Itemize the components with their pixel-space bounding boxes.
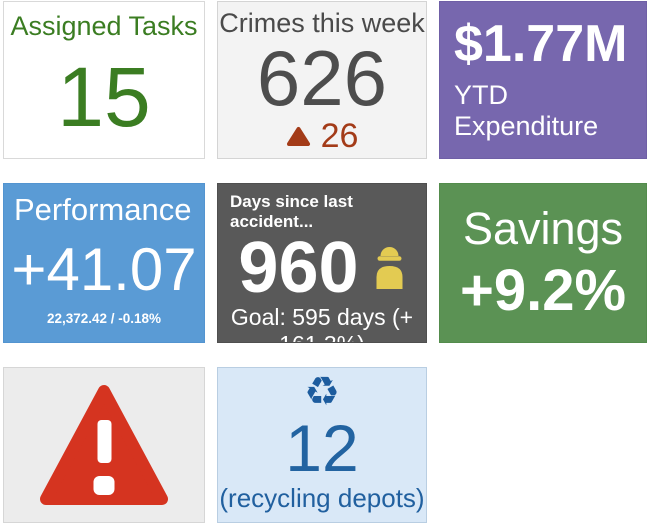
crimes-week-value: 626: [256, 34, 388, 122]
assigned-tasks-title: Assigned Tasks: [10, 11, 198, 41]
savings-tile: Savings +9.2%: [439, 183, 647, 343]
performance-detail: 22,372.42 / -0.18%: [46, 311, 162, 326]
alert-tile: [3, 367, 205, 523]
recycle-icon: ♻: [304, 369, 340, 415]
days-since-accident-value: 960: [238, 228, 359, 308]
recycling-label: (recycling depots): [219, 483, 425, 513]
worker-icon: [373, 243, 406, 294]
crimes-week-delta: 26: [286, 117, 359, 156]
assigned-tasks-tile: Assigned Tasks 15: [3, 1, 205, 159]
savings-value: +9.2%: [459, 258, 627, 324]
ytd-expenditure-label: YTD Expenditure: [454, 80, 599, 141]
crimes-week-title: Crimes this week: [219, 8, 425, 38]
up-triangle-icon: [286, 126, 311, 147]
empty-cell: [439, 367, 647, 523]
days-since-accident-goal: Goal: 595 days (+ 161.3%): [230, 304, 414, 342]
days-since-accident-tile: Days since last accident... 960 Goal: 59…: [217, 183, 427, 343]
assigned-tasks-value: 15: [57, 50, 151, 144]
performance-tile: Performance +41.07 22,372.42 / -0.18%: [3, 183, 205, 343]
performance-value: +41.07: [11, 235, 197, 303]
crimes-week-tile: Crimes this week 626 26: [217, 1, 427, 159]
performance-title: Performance: [14, 192, 192, 227]
recycling-tile: ♻ 12 (recycling depots): [217, 367, 427, 523]
days-since-accident-middle: 960: [218, 232, 426, 304]
savings-title: Savings: [462, 203, 624, 255]
recycling-value: 12: [285, 410, 359, 485]
days-since-accident-title: Days since last accident...: [230, 192, 353, 231]
crimes-week-delta-value: 26: [320, 117, 359, 155]
ytd-expenditure-tile: $1.77M YTD Expenditure: [439, 1, 647, 159]
warning-icon: [39, 384, 169, 506]
ytd-expenditure-value: $1.77M: [454, 15, 628, 73]
